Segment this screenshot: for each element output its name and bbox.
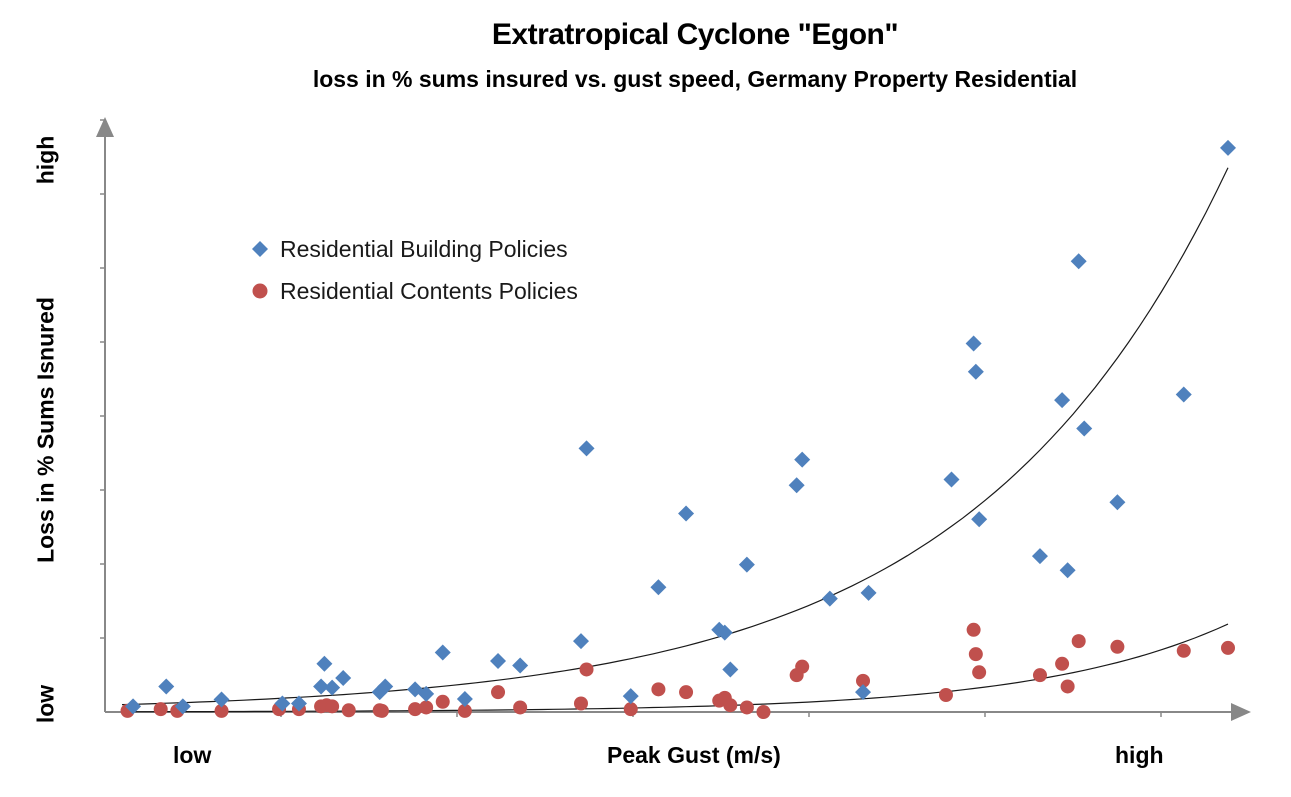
contents-data-point — [457, 703, 472, 718]
building-data-point — [794, 451, 811, 468]
building-data-point — [125, 698, 142, 715]
chart-subtitle: loss in % sums insured vs. gust speed, G… — [312, 66, 1078, 92]
contents-data-point — [1055, 656, 1070, 671]
contents-data-point — [374, 703, 389, 718]
contents-data-point — [153, 702, 168, 717]
x-axis-label: Peak Gust (m/s) — [607, 742, 781, 768]
legend-item-contents: Residential Contents Policies — [246, 270, 578, 312]
contents-data-point — [1071, 634, 1086, 649]
contents-data-point — [739, 700, 754, 715]
contents-data-point — [573, 696, 588, 711]
building-data-point — [1031, 548, 1048, 565]
building-data-point — [1054, 392, 1071, 409]
building-data-point — [572, 633, 589, 650]
legend: Residential Building Policies Residentia… — [246, 228, 578, 312]
y-axis-arrow-icon — [96, 117, 114, 137]
contents-data-point — [491, 685, 506, 700]
building-data-point — [821, 590, 838, 607]
contents-data-point — [1110, 639, 1125, 654]
building-data-point — [965, 335, 982, 352]
building-data-point — [1175, 386, 1192, 403]
building-data-point — [418, 685, 435, 702]
legend-item-building: Residential Building Policies — [246, 228, 578, 270]
contents-data-point — [856, 673, 871, 688]
building-data-point — [738, 556, 755, 573]
contents-data-point — [679, 685, 694, 700]
contents-data-point — [325, 699, 340, 714]
contents-data-point — [938, 687, 953, 702]
building-data-point — [678, 505, 695, 522]
contents-data-point — [1221, 640, 1235, 655]
building-data-point — [716, 624, 733, 641]
building-data-point — [1059, 562, 1076, 579]
legend-label-building: Residential Building Policies — [280, 235, 568, 262]
building-data-point — [316, 655, 333, 672]
contents-data-point — [214, 703, 229, 718]
building-data-point — [377, 678, 394, 695]
building-data-point — [324, 679, 341, 696]
building-data-point — [335, 669, 352, 686]
contents-data-point — [1032, 668, 1047, 683]
building-data-point — [1109, 494, 1126, 511]
building-data-point — [722, 661, 739, 678]
contents-data-point — [419, 700, 434, 715]
circle-marker-icon — [252, 283, 268, 299]
contents-data-point — [341, 703, 356, 718]
x-tick-label-high: high — [1115, 742, 1164, 768]
building-data-point — [967, 363, 984, 380]
contents-data-point — [756, 705, 771, 719]
contents-data-point — [513, 700, 528, 715]
x-axis-arrow-icon — [1231, 703, 1251, 721]
building-data-point — [650, 579, 667, 596]
axes — [96, 117, 1251, 721]
x-tick-label-low: low — [173, 742, 212, 768]
building-data-point — [490, 652, 507, 669]
trendline-building — [121, 167, 1229, 706]
contents-data-point — [579, 662, 594, 677]
building-data-point — [290, 695, 307, 712]
contents-data-point — [623, 702, 638, 717]
contents-data-point — [966, 622, 981, 637]
building-data-point — [434, 644, 451, 661]
chart-title: Extratropical Cyclone "Egon" — [491, 18, 899, 51]
building-data-point — [313, 678, 330, 695]
building-data-point — [860, 584, 877, 601]
diamond-marker-icon — [252, 241, 268, 257]
building-data-point — [1220, 139, 1236, 156]
building-data-point — [622, 688, 639, 705]
contents-data-point — [972, 665, 987, 680]
building-data-point — [943, 471, 960, 488]
building-data-point — [855, 684, 872, 701]
building-data-point — [971, 511, 988, 528]
building-data-point — [456, 690, 473, 707]
building-data-point — [158, 678, 175, 695]
building-data-point — [174, 698, 191, 715]
building-data-point — [1070, 253, 1087, 270]
contents-data-point — [408, 702, 423, 717]
contents-data-point — [1060, 679, 1075, 694]
contents-data-point — [723, 698, 738, 713]
building-data-point — [578, 440, 595, 457]
data-points — [120, 139, 1236, 719]
building-data-point — [213, 691, 230, 708]
contents-data-point — [435, 694, 450, 709]
building-data-point — [1076, 420, 1093, 437]
legend-label-contents: Residential Contents Policies — [280, 277, 578, 304]
contents-data-point — [968, 647, 983, 662]
contents-data-point — [795, 659, 810, 674]
building-data-point — [512, 657, 529, 674]
contents-data-point — [1176, 643, 1191, 658]
building-data-point — [788, 477, 805, 494]
building-data-point — [274, 695, 291, 712]
contents-data-point — [651, 682, 666, 697]
